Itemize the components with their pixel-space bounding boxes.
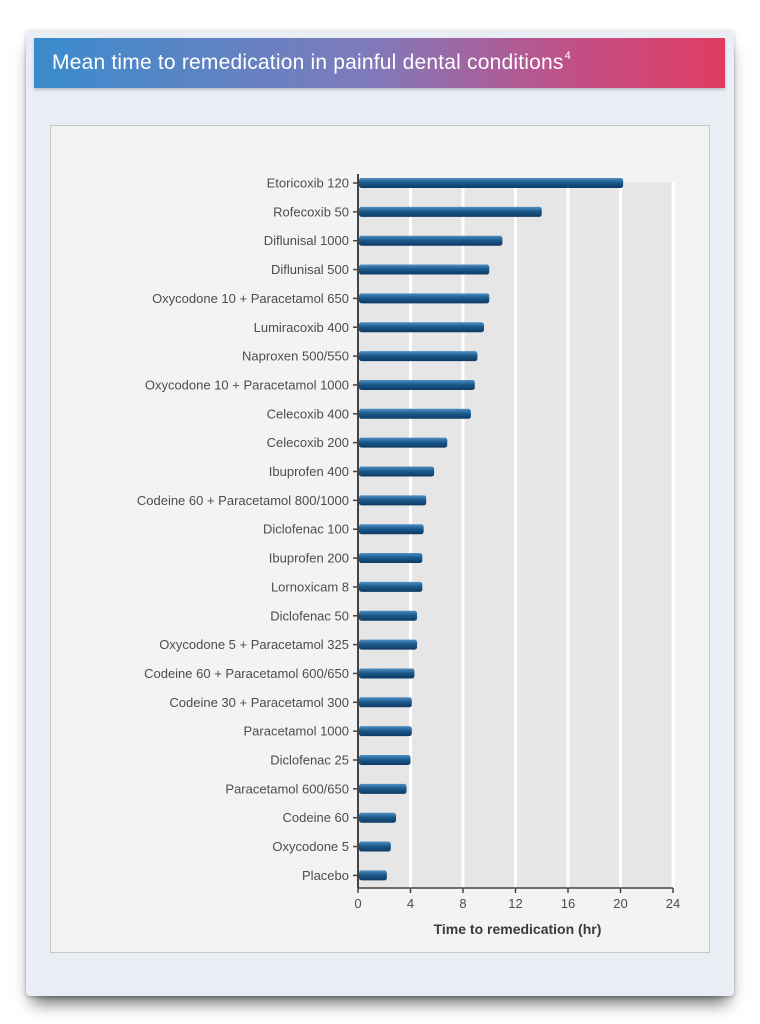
category-label: Celecoxib 400 bbox=[267, 406, 349, 421]
bar bbox=[359, 870, 387, 881]
bar bbox=[359, 524, 424, 535]
x-tick-label: 8 bbox=[459, 896, 466, 911]
category-label: Codeine 60 + Paracetamol 800/1000 bbox=[137, 493, 349, 508]
bar bbox=[359, 264, 490, 275]
x-tick-label: 20 bbox=[613, 896, 627, 911]
category-label: Celecoxib 200 bbox=[267, 435, 349, 450]
bar bbox=[359, 783, 407, 794]
x-tick-label: 12 bbox=[508, 896, 522, 911]
bar bbox=[359, 437, 448, 448]
x-axis-title: Time to remedication (hr) bbox=[434, 921, 602, 937]
x-tick-label: 4 bbox=[407, 896, 414, 911]
bar bbox=[359, 812, 397, 823]
bar bbox=[359, 553, 423, 564]
bar bbox=[359, 206, 542, 217]
category-label: Oxycodone 10 + Paracetamol 650 bbox=[152, 291, 349, 306]
category-label: Codeine 60 bbox=[283, 810, 350, 825]
bar bbox=[359, 293, 490, 304]
category-label: Codeine 30 + Paracetamol 300 bbox=[169, 695, 349, 710]
category-label: Placebo bbox=[302, 868, 349, 883]
bar bbox=[359, 841, 391, 852]
bar bbox=[359, 178, 624, 188]
bar bbox=[359, 639, 418, 650]
bar bbox=[359, 726, 412, 737]
category-label: Paracetamol 600/650 bbox=[225, 781, 349, 796]
chart-title-text: Mean time to remedication in painful den… bbox=[52, 51, 564, 74]
bar bbox=[359, 755, 411, 765]
bar bbox=[359, 610, 418, 621]
category-label: Paracetamol 1000 bbox=[243, 724, 349, 739]
category-label: Ibuprofen 400 bbox=[269, 464, 349, 479]
category-label: Codeine 60 + Paracetamol 600/650 bbox=[144, 666, 349, 681]
x-tick-label: 16 bbox=[561, 896, 575, 911]
category-label: Naproxen 500/550 bbox=[242, 349, 349, 364]
bar bbox=[359, 379, 475, 390]
bar bbox=[359, 322, 484, 333]
bar-chart: Etoricoxib 120 Rofecoxib 50 Diflunisal 100… bbox=[137, 174, 680, 937]
bar bbox=[359, 581, 423, 592]
bar bbox=[359, 351, 478, 362]
category-label: Diflunisal 1000 bbox=[264, 233, 349, 248]
bar bbox=[359, 235, 503, 246]
x-tick-label: 0 bbox=[354, 896, 361, 911]
category-label: Diclofenac 50 bbox=[270, 608, 349, 623]
x-tick-label: 24 bbox=[666, 896, 680, 911]
category-label: Ibuprofen 200 bbox=[269, 551, 349, 566]
chart-panel: Etoricoxib 120 Rofecoxib 50 Diflunisal 100… bbox=[50, 125, 710, 953]
category-label: Lumiracoxib 400 bbox=[254, 320, 349, 335]
category-label: Lornoxicam 8 bbox=[271, 579, 349, 594]
category-label: Etoricoxib 120 bbox=[267, 176, 349, 191]
chart-title: Mean time to remedication in painful den… bbox=[52, 50, 571, 75]
category-label: Oxycodone 5 + Paracetamol 325 bbox=[159, 637, 349, 652]
category-label: Rofecoxib 50 bbox=[273, 204, 349, 219]
category-label: Diclofenac 100 bbox=[263, 522, 349, 537]
bar bbox=[359, 466, 435, 477]
category-label: Oxycodone 5 bbox=[272, 839, 349, 854]
category-label: Diclofenac 25 bbox=[270, 753, 349, 768]
reference-superscript: 4 bbox=[564, 50, 571, 62]
bar bbox=[359, 697, 412, 708]
bar bbox=[359, 495, 427, 506]
chart-card: Mean time to remedication in painful den… bbox=[26, 30, 734, 996]
category-label: Diflunisal 500 bbox=[271, 262, 349, 277]
bar bbox=[359, 668, 415, 679]
title-banner: Mean time to remedication in painful den… bbox=[34, 38, 725, 88]
category-label: Oxycodone 10 + Paracetamol 1000 bbox=[145, 377, 349, 392]
bar bbox=[359, 408, 471, 419]
